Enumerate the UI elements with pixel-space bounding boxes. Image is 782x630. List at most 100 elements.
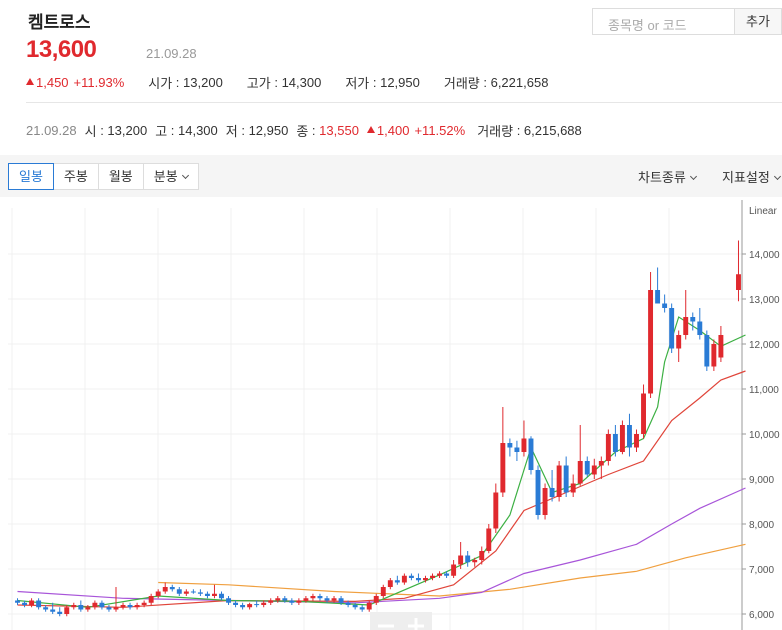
candle-body xyxy=(415,578,421,581)
header-divider xyxy=(26,102,782,103)
candle-body xyxy=(219,593,224,599)
daily-change: 1,400 xyxy=(376,123,410,138)
candle-body xyxy=(268,600,274,603)
price-chart[interactable]: 6,000 7,000 8,000 9,000 10,000 11,000 12,000 13… xyxy=(0,200,782,630)
indicator-label: 지표설정 xyxy=(722,170,770,185)
candle-body xyxy=(387,580,393,587)
daily-change-pct: +11.52% xyxy=(414,123,466,138)
candle-body xyxy=(458,555,464,565)
stock-search-input[interactable]: 종목명 or 코드 xyxy=(592,8,735,35)
ma60-line xyxy=(17,487,746,604)
candle-body xyxy=(556,465,562,497)
candle-body xyxy=(591,465,597,475)
candle-body xyxy=(296,600,302,603)
high-label: 고가 xyxy=(246,76,271,91)
candle-body xyxy=(444,573,450,576)
candle-body xyxy=(352,605,358,608)
candle-body xyxy=(120,605,126,608)
candle-body xyxy=(148,596,154,603)
candle-body xyxy=(472,560,478,563)
add-button[interactable]: 추가 xyxy=(734,8,782,35)
candle-body xyxy=(535,470,541,515)
candle-body xyxy=(197,592,203,594)
daily-low: 12,950 xyxy=(248,123,289,138)
candle-body xyxy=(683,317,689,335)
candle-body xyxy=(507,443,513,448)
candle-body xyxy=(289,600,295,603)
candle-body xyxy=(584,461,590,475)
candle-body xyxy=(212,593,217,596)
candle-body xyxy=(134,605,140,608)
candle-body xyxy=(430,575,435,578)
low-label: 저가 xyxy=(345,76,370,91)
candle-body xyxy=(528,438,534,470)
candle-body xyxy=(92,602,98,608)
candle-body xyxy=(240,605,246,608)
candle-body xyxy=(331,598,337,601)
candle-body xyxy=(718,335,724,358)
daily-close: 13,550 xyxy=(319,123,359,138)
tab-minute[interactable]: 분봉 xyxy=(143,163,199,190)
candlestick-chart-svg[interactable]: 6,000 7,000 8,000 9,000 10,000 11,000 12,000 13… xyxy=(0,200,782,630)
candle-body xyxy=(563,465,569,493)
up-triangle-icon xyxy=(26,78,34,85)
candle-body xyxy=(521,438,527,452)
candle-body xyxy=(619,425,625,452)
candle-body xyxy=(162,587,168,592)
daily-low-label: 저 xyxy=(225,124,238,139)
candle-body xyxy=(577,461,583,484)
volume-value: 6,221,658 xyxy=(490,75,549,90)
candle-body xyxy=(155,591,161,596)
candle-body xyxy=(183,591,189,594)
candle-body xyxy=(338,598,344,603)
candle-body xyxy=(106,607,112,610)
y-axis-tick-label: 13,000 xyxy=(749,295,780,306)
chart-type-dropdown[interactable]: 차트종류 xyxy=(638,167,697,186)
price-date: 21.09.28 xyxy=(146,46,197,61)
candle-body xyxy=(612,434,618,452)
y-axis-tick-label: 9,000 xyxy=(749,475,774,486)
candle-body xyxy=(176,589,182,594)
candle-body xyxy=(345,602,351,605)
daily-date: 21.09.28 xyxy=(26,123,77,138)
price-change: 1,450 xyxy=(36,75,69,90)
candle-body xyxy=(465,555,471,563)
candle-body xyxy=(736,274,741,290)
candle-body xyxy=(500,443,506,493)
tab-weekly[interactable]: 주봉 xyxy=(53,163,99,190)
candle-body xyxy=(669,308,675,349)
candle-body xyxy=(373,596,379,603)
daily-summary: 21.09.28 시 : 13,200 고 : 14,300 저 : 12,95… xyxy=(26,123,582,139)
candle-body xyxy=(479,551,485,560)
candle-body xyxy=(15,600,20,603)
indicator-settings-dropdown[interactable]: 지표설정 xyxy=(722,167,781,186)
tab-monthly[interactable]: 월봉 xyxy=(98,163,144,190)
candle-body xyxy=(697,321,703,335)
candle-body xyxy=(655,290,661,304)
low-value: 12,950 xyxy=(380,75,420,90)
volume-label: 거래량 xyxy=(443,76,480,91)
candle-body xyxy=(605,434,611,461)
chevron-down-icon xyxy=(773,172,781,181)
candle-body xyxy=(78,605,84,610)
candle-body xyxy=(423,578,428,581)
candle-body xyxy=(113,607,119,610)
candle-body xyxy=(662,303,668,308)
candle-body xyxy=(64,607,70,614)
y-axis-tick-label: 7,000 xyxy=(749,565,774,576)
daily-high: 14,300 xyxy=(178,123,218,138)
price-change-pct: +11.93% xyxy=(73,75,125,90)
candle-body xyxy=(204,593,210,596)
candle-body xyxy=(310,596,316,599)
chart-type-label: 차트종류 xyxy=(638,170,686,185)
candle-body xyxy=(437,573,443,576)
candle-body xyxy=(317,596,323,599)
candle-body xyxy=(29,600,35,605)
tab-minute-label: 분봉 xyxy=(153,169,178,184)
open-value: 13,200 xyxy=(183,75,223,90)
candle-body xyxy=(451,564,457,576)
candle-body xyxy=(247,604,253,608)
tab-daily[interactable]: 일봉 xyxy=(8,163,54,190)
candle-body xyxy=(394,580,400,583)
candle-body xyxy=(303,598,309,601)
